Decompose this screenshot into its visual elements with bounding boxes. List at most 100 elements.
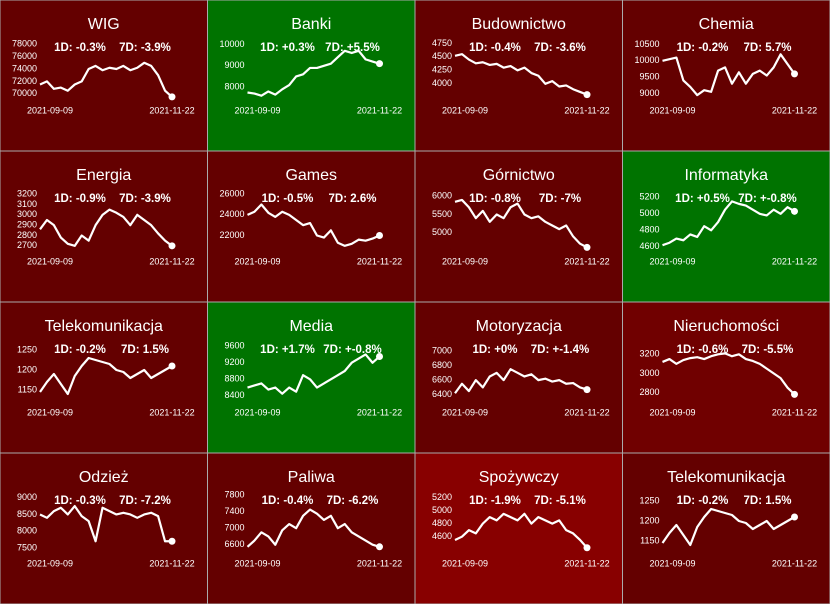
change-label: 7D: -7% xyxy=(539,193,581,205)
y-tick-label: 10500 xyxy=(634,39,659,49)
panel-title: Energia xyxy=(76,167,131,184)
price-line xyxy=(247,203,380,247)
y-tick-label: 5500 xyxy=(432,209,452,219)
y-tick-label: 5000 xyxy=(432,227,452,237)
y-tick-label: 9000 xyxy=(224,60,244,70)
y-tick-label: 9000 xyxy=(17,492,37,502)
change-label: 7D: -7.2% xyxy=(119,495,171,507)
x-tick-label: 2021-11-22 xyxy=(772,407,817,417)
price-line xyxy=(454,512,588,549)
y-tick-label: 4750 xyxy=(432,38,452,48)
end-dot xyxy=(376,543,383,551)
y-tick-label: 1150 xyxy=(18,384,37,394)
y-tick-label: 6600 xyxy=(432,374,452,384)
change-label: 7D: -3.9% xyxy=(119,193,171,205)
y-tick-label: 22000 xyxy=(219,230,244,240)
y-tick-label: 5200 xyxy=(639,192,659,202)
end-dot xyxy=(791,390,798,398)
change-label: 7D: 1.5% xyxy=(744,495,792,507)
end-dot xyxy=(791,207,798,215)
price-line xyxy=(454,198,588,249)
panel-title: Games xyxy=(285,167,337,184)
end-dot xyxy=(168,537,176,545)
x-tick-label: 2021-09-09 xyxy=(234,256,280,266)
end-dot xyxy=(583,544,591,552)
y-tick-label: 5000 xyxy=(432,505,452,515)
change-label: 1D: -0.9% xyxy=(54,193,106,205)
panel-title: Media xyxy=(289,318,333,335)
panel xyxy=(414,301,623,454)
x-tick-label: 2021-09-09 xyxy=(234,558,280,568)
end-dot xyxy=(168,362,176,370)
y-tick-label: 10000 xyxy=(634,55,659,65)
change-label: 1D: -0.2% xyxy=(677,495,729,507)
end-dot xyxy=(583,386,591,394)
panel xyxy=(0,452,208,604)
panel xyxy=(414,150,623,303)
change-label: 7D: +-1.4% xyxy=(531,344,589,356)
panel-title: Telekomunikacja xyxy=(45,318,163,335)
x-tick-label: 2021-11-22 xyxy=(772,256,817,266)
price-line xyxy=(39,356,173,396)
y-tick-label: 4600 xyxy=(432,531,452,541)
y-tick-label: 4800 xyxy=(639,225,659,235)
end-dot xyxy=(168,242,176,250)
x-tick-label: 2021-11-22 xyxy=(149,558,194,568)
panel-title: Odzież xyxy=(79,469,129,486)
panel-title: Telekomunikacja xyxy=(667,469,785,486)
y-tick-label: 74000 xyxy=(12,63,37,73)
change-label: 7D: 2.6% xyxy=(329,193,377,205)
panel-title: Informatyka xyxy=(684,167,768,184)
y-tick-label: 4500 xyxy=(432,51,452,61)
change-label: 7D: +-0.8% xyxy=(323,344,381,356)
y-tick-label: 8800 xyxy=(224,374,244,384)
panel xyxy=(414,452,623,604)
panel xyxy=(0,150,208,303)
x-tick-label: 2021-09-09 xyxy=(27,105,73,115)
change-label: 7D: -5.1% xyxy=(534,495,586,507)
x-tick-label: 2021-11-22 xyxy=(772,558,817,568)
y-tick-label: 3200 xyxy=(17,189,37,199)
price-line xyxy=(247,49,380,97)
change-label: 1D: +0% xyxy=(472,344,517,356)
x-tick-label: 2021-11-22 xyxy=(357,105,402,115)
y-tick-label: 1200 xyxy=(639,515,659,525)
y-tick-label: 78000 xyxy=(12,39,37,49)
y-tick-label: 7000 xyxy=(224,523,244,533)
panel-title: Paliwa xyxy=(288,469,335,486)
y-tick-label: 2700 xyxy=(17,240,37,250)
y-tick-label: 3000 xyxy=(639,368,659,378)
change-label: 7D: +-0.8% xyxy=(738,193,796,205)
end-dot xyxy=(791,513,798,521)
x-tick-label: 2021-09-09 xyxy=(442,407,488,417)
y-tick-label: 26000 xyxy=(219,189,244,199)
y-tick-label: 70000 xyxy=(12,88,37,98)
panel xyxy=(414,0,623,152)
x-tick-label: 2021-09-09 xyxy=(649,256,695,266)
end-dot xyxy=(791,70,798,78)
x-tick-label: 2021-09-09 xyxy=(27,407,73,417)
x-tick-label: 2021-09-09 xyxy=(442,256,488,266)
y-tick-label: 3000 xyxy=(17,209,37,219)
panel xyxy=(622,301,830,454)
price-line xyxy=(661,507,796,547)
x-tick-label: 2021-09-09 xyxy=(27,256,73,266)
change-label: 1D: +0.5% xyxy=(675,193,730,205)
y-tick-label: 8000 xyxy=(224,82,244,92)
change-label: 1D: -0.8% xyxy=(469,193,521,205)
y-tick-label: 9000 xyxy=(639,88,659,98)
change-label: 1D: -0.6% xyxy=(677,344,729,356)
change-label: 1D: -0.3% xyxy=(54,42,106,54)
y-tick-label: 2800 xyxy=(639,387,659,397)
y-tick-label: 2800 xyxy=(17,230,37,240)
change-label: 7D: +5.5% xyxy=(325,42,380,54)
y-tick-label: 9500 xyxy=(639,72,659,82)
x-tick-label: 2021-11-22 xyxy=(357,256,402,266)
x-tick-label: 2021-11-22 xyxy=(564,105,609,115)
x-tick-label: 2021-11-22 xyxy=(149,256,194,266)
price-line xyxy=(454,53,588,96)
y-tick-label: 7400 xyxy=(224,506,244,516)
end-dot xyxy=(583,243,591,251)
change-label: 7D: -5.5% xyxy=(742,344,794,356)
